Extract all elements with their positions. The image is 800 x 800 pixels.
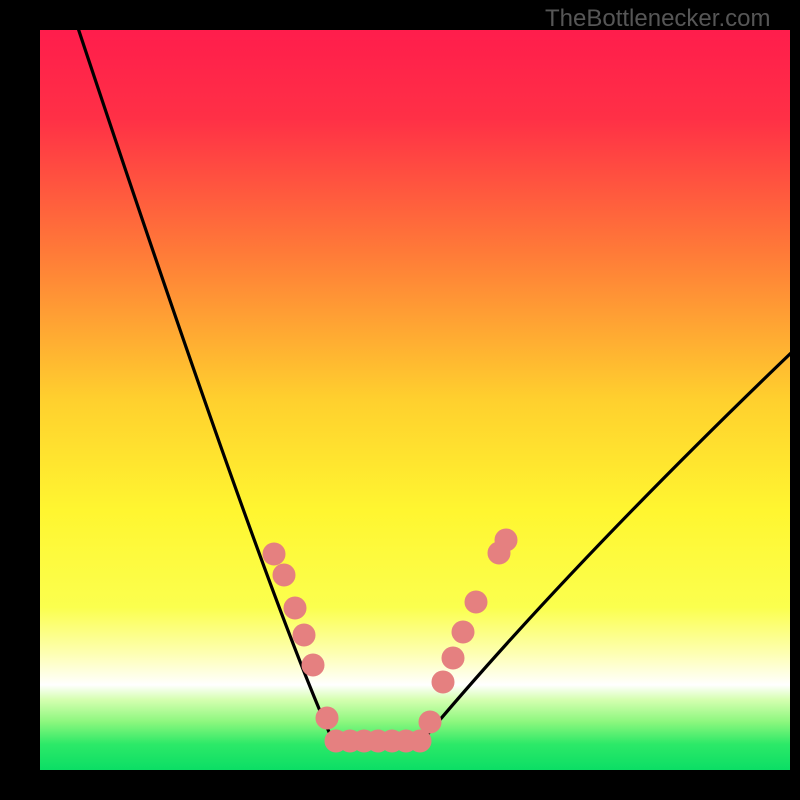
marker-left-1 [273,564,295,586]
gradient-background [40,30,790,770]
marker-left-5 [316,707,338,729]
marker-right-3 [452,621,474,643]
marker-left-3 [293,624,315,646]
plot-svg [40,30,790,770]
marker-left-2 [284,597,306,619]
marker-left-4 [302,654,324,676]
plot-area [40,30,790,770]
canvas: TheBottlenecker.com [0,0,800,800]
marker-left-0 [263,543,285,565]
marker-trough [409,730,431,752]
marker-right-4 [465,591,487,613]
watermark-label: TheBottlenecker.com [545,5,770,33]
marker-right-2 [442,647,464,669]
marker-right-1 [432,671,454,693]
marker-right-6 [495,529,517,551]
marker-right-0 [419,711,441,733]
